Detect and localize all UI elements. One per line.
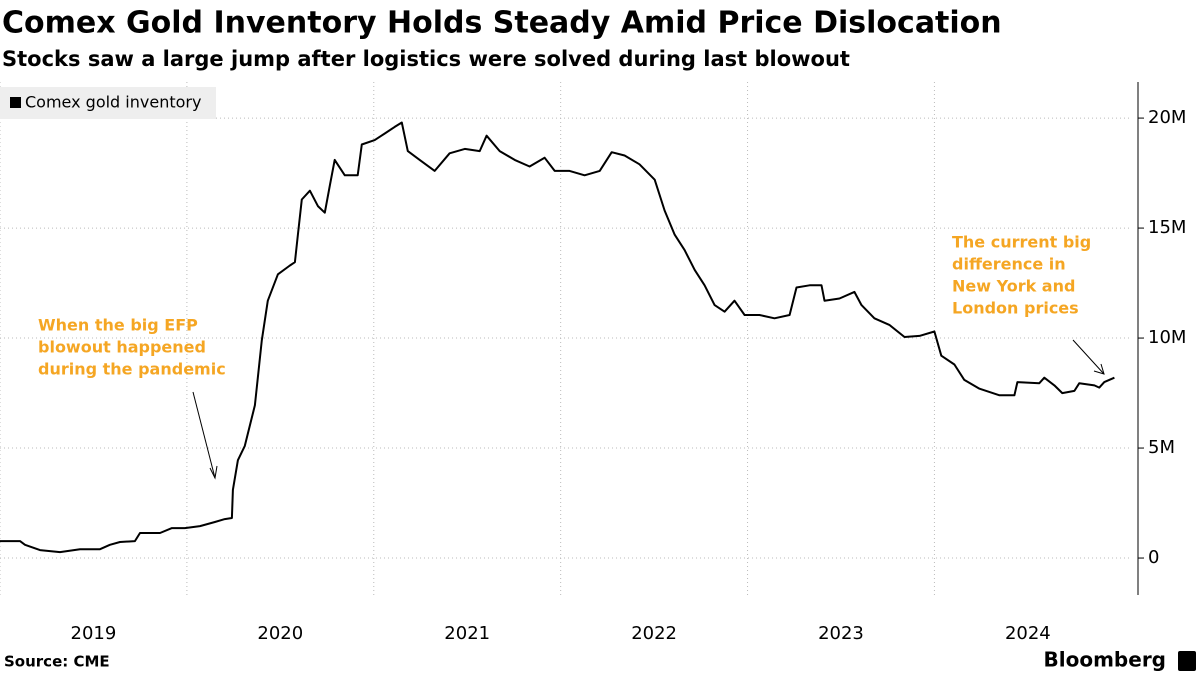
x-tick-label: 2023	[818, 623, 864, 644]
x-tick-label: 2021	[444, 623, 490, 644]
y-tick-label: 10M	[1148, 327, 1186, 348]
arrow	[192, 391, 216, 479]
y-tick-label: 20M	[1148, 107, 1186, 128]
annotation: blowout happened	[38, 338, 206, 357]
arrow-head	[1093, 363, 1105, 375]
legend-label: Comex gold inventory	[25, 93, 201, 112]
y-tick-label: 5M	[1148, 437, 1175, 458]
x-tick-label: 2022	[631, 623, 677, 644]
annotation: during the pandemic	[38, 360, 226, 379]
arrow-head	[209, 465, 218, 480]
x-tick-label: 2019	[71, 623, 117, 644]
legend-box	[0, 87, 216, 119]
annotation: The current big	[952, 233, 1091, 252]
annotation: difference in	[952, 255, 1066, 274]
arrow	[1072, 339, 1105, 375]
source: Source: CME	[4, 653, 110, 671]
legend-swatch	[10, 97, 21, 108]
y-tick-label: 15M	[1148, 217, 1186, 238]
line	[0, 121, 1115, 554]
brand: Bloomberg	[1044, 648, 1166, 672]
x-tick-label: 2024	[1005, 623, 1051, 644]
y-tick-label: 0	[1148, 547, 1159, 568]
chart-subtitle: Stocks saw a large jump after logistics …	[2, 47, 850, 71]
annotation: When the big EFP	[38, 316, 198, 335]
annotation: New York and	[952, 277, 1075, 296]
chart-title: Comex Gold Inventory Holds Steady Amid P…	[2, 6, 1002, 41]
annotation: London prices	[952, 299, 1079, 318]
x-tick-label: 2020	[257, 623, 303, 644]
brand-icon	[1178, 651, 1196, 671]
